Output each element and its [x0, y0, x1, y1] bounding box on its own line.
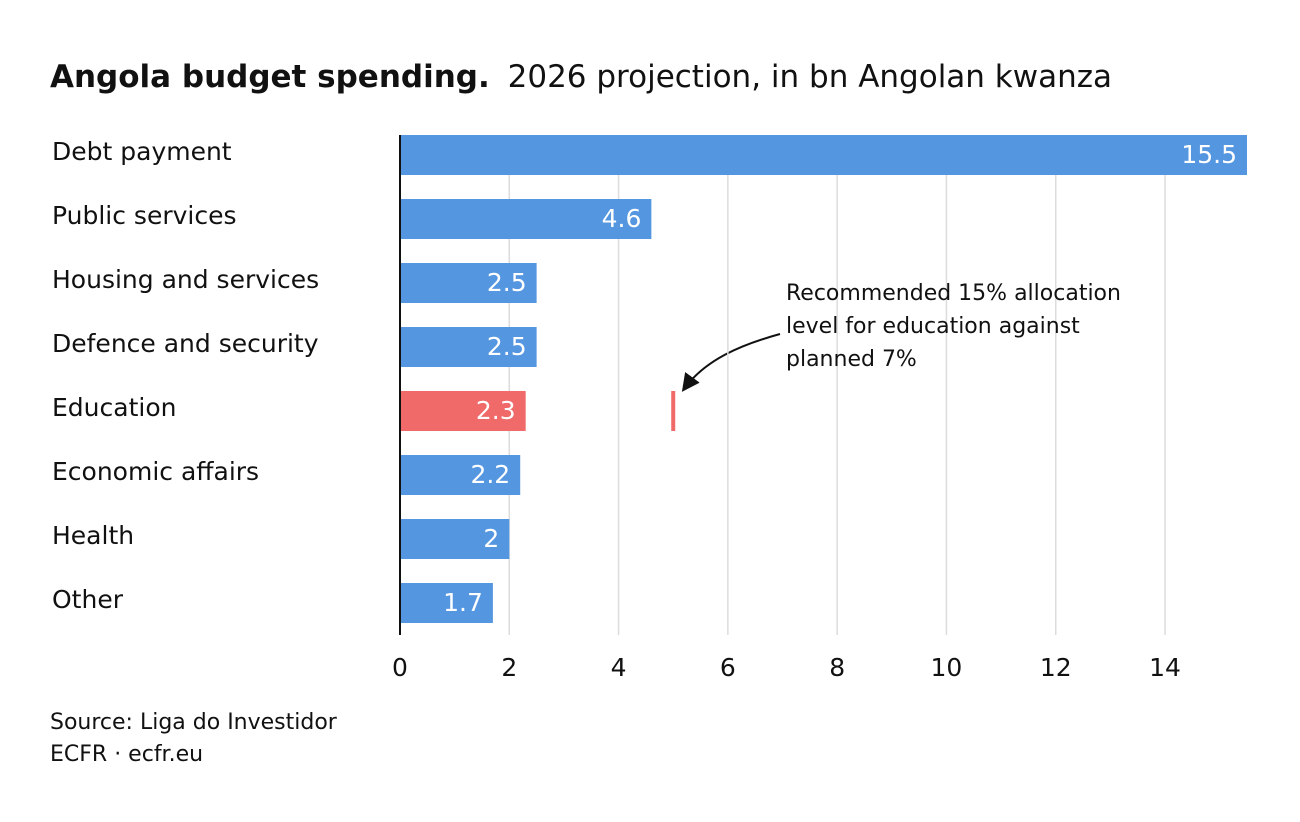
category-label: Debt payment — [52, 137, 232, 166]
chart-title: Angola budget spending. — [50, 59, 490, 95]
value-label: 2.5 — [487, 332, 527, 361]
x-tick-label: 0 — [392, 653, 408, 682]
value-label: 2.3 — [476, 396, 516, 425]
chart-subtitle: 2026 projection, in bn Angolan kwanza — [508, 59, 1112, 95]
bar — [400, 391, 526, 431]
annotation-arrow — [681, 333, 781, 392]
bar — [400, 583, 493, 623]
x-tick-label: 4 — [611, 653, 627, 682]
bar — [400, 135, 1247, 175]
source: Source: Liga do Investidor — [50, 710, 338, 735]
value-label: 2.5 — [487, 268, 527, 297]
bar — [400, 455, 521, 495]
value-label: 2.2 — [470, 460, 510, 489]
chart-heading: Angola budget spending. 2026 projection,… — [50, 59, 1112, 95]
category-label: Defence and security — [52, 329, 319, 358]
x-tick-label: 14 — [1149, 653, 1181, 682]
bar — [400, 199, 652, 239]
category-label: Economic affairs — [52, 457, 259, 486]
category-label: Housing and services — [52, 265, 319, 294]
category-label: Other — [52, 585, 124, 614]
x-tick-label: 6 — [720, 653, 736, 682]
x-tick-label: 10 — [931, 653, 963, 682]
value-label: 1.7 — [443, 588, 483, 617]
category-label: Public services — [52, 201, 237, 230]
x-tick-label: 2 — [501, 653, 517, 682]
annotation-text: Recommended 15% allocation — [786, 281, 1121, 306]
reference-marker — [671, 391, 676, 431]
bar — [400, 263, 537, 303]
x-tick-label: 12 — [1040, 653, 1072, 682]
value-label: 15.5 — [1181, 140, 1237, 169]
credit: ECFR · ecfr.eu — [50, 742, 203, 767]
category-label: Education — [52, 393, 176, 422]
bar — [400, 519, 510, 559]
value-label: 2 — [483, 524, 499, 553]
bar — [400, 327, 537, 367]
annotation-text: planned 7% — [786, 347, 917, 372]
value-label: 4.6 — [602, 204, 642, 233]
annotation-text: level for education against — [786, 314, 1080, 339]
category-label: Health — [52, 521, 134, 550]
x-tick-label: 8 — [829, 653, 845, 682]
